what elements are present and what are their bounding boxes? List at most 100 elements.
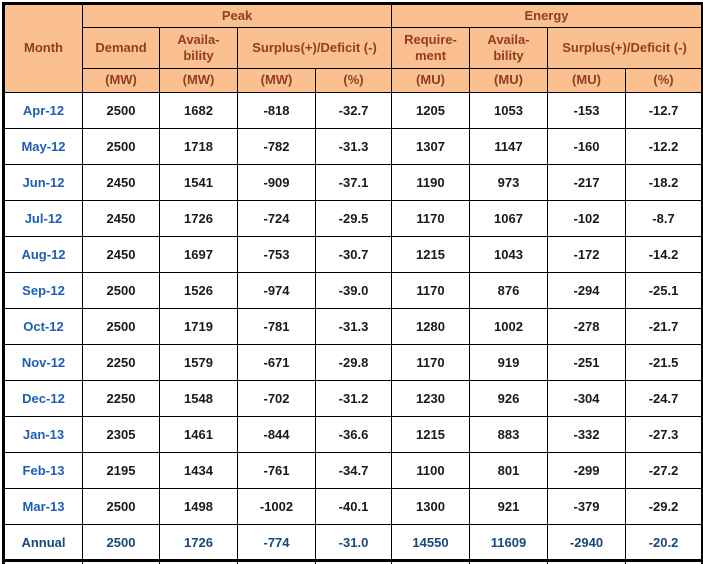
energy-surplus-mu-cell: -379 <box>547 488 626 525</box>
column-header-peak-surplus-deficit: Surplus(+)/Deficit (-) <box>237 27 392 69</box>
energy-availability-cell: 1147 <box>469 128 548 165</box>
energy-availability-cell: 1053 <box>469 92 548 129</box>
table-row: Nov-12 2250 1579 -671 -29.8 1170 919 -25… <box>3 344 703 381</box>
column-header-energy-surplus-deficit: Surplus(+)/Deficit (-) <box>546 27 703 69</box>
energy-surplus-pct-cell: -20.2 <box>624 524 703 561</box>
month-cell: Aug-12 <box>3 236 83 273</box>
table-row: Aug-12 2450 1697 -753 -30.7 1215 1043 -1… <box>3 236 703 273</box>
peak-surplus-mw-cell: -844 <box>237 416 316 453</box>
energy-availability-cell: 1067 <box>469 200 548 237</box>
energy-surplus-pct-cell: -8.7 <box>624 200 703 237</box>
peak-surplus-pct-cell: -36.6 <box>315 416 392 453</box>
table-row: Feb-13 2195 1434 -761 -34.7 1100 801 -29… <box>3 452 703 489</box>
energy-surplus-pct-cell: -21.5 <box>624 344 703 381</box>
month-cell: Dec-12 <box>3 380 83 417</box>
peak-surplus-pct-cell: -29.5 <box>315 200 392 237</box>
unit-header-mw-demand: (MW) <box>82 68 160 93</box>
month-cell: Oct-12 <box>3 308 83 345</box>
month-cell: May-12 <box>3 128 83 165</box>
energy-availability-cell: 11609 <box>469 524 548 561</box>
unit-header-mw-availability: (MW) <box>159 68 238 93</box>
energy-surplus-pct-cell: -24.7 <box>624 380 703 417</box>
peak-availability-cell: 1719 <box>159 308 238 345</box>
energy-requirement-cell: 1300 <box>391 488 470 525</box>
table-row: Apr-12 2500 1682 -818 -32.7 1205 1053 -1… <box>3 92 703 129</box>
peak-surplus-pct-cell: -37.1 <box>315 164 392 201</box>
energy-requirement-cell: 1190 <box>391 164 470 201</box>
peak-availability-cell: 1726 <box>159 200 238 237</box>
energy-surplus-mu-cell: -2940 <box>547 524 626 561</box>
peak-surplus-mw-cell: -702 <box>237 380 316 417</box>
month-cell: Jun-12 <box>3 164 83 201</box>
unit-header-mu-requirement: (MU) <box>391 68 470 93</box>
energy-availability-cell: 1002 <box>469 308 548 345</box>
energy-availability-cell: 876 <box>469 272 548 309</box>
annual-row: Annual 2500 1726 -774 -31.0 14550 11609 … <box>3 524 703 561</box>
header-row-columns: Demand Availa- bility Surplus(+)/Deficit… <box>4 27 703 69</box>
peak-demand-cell: 2500 <box>82 308 160 345</box>
energy-availability-cell: 921 <box>469 488 548 525</box>
energy-surplus-mu-cell: -217 <box>547 164 626 201</box>
table-row: Oct-12 2500 1719 -781 -31.3 1280 1002 -2… <box>3 308 703 345</box>
energy-requirement-cell: 1100 <box>391 452 470 489</box>
peak-surplus-mw-cell: -774 <box>237 524 316 561</box>
energy-requirement-cell: 14550 <box>391 524 470 561</box>
peak-surplus-mw-cell: -724 <box>237 200 316 237</box>
peak-availability-cell: 1548 <box>159 380 238 417</box>
energy-requirement-cell: 1215 <box>391 416 470 453</box>
peak-availability-cell: 1682 <box>159 92 238 129</box>
peak-surplus-mw-cell: -753 <box>237 236 316 273</box>
peak-surplus-mw-cell: -909 <box>237 164 316 201</box>
peak-surplus-pct-cell: -31.2 <box>315 380 392 417</box>
table-row: Jan-13 2305 1461 -844 -36.6 1215 883 -33… <box>3 416 703 453</box>
peak-surplus-mw-cell: -782 <box>237 128 316 165</box>
table-row: Mar-13 2500 1498 -1002 -40.1 1300 921 -3… <box>3 488 703 525</box>
peak-demand-cell: 2195 <box>82 452 160 489</box>
energy-surplus-mu-cell: -332 <box>547 416 626 453</box>
unit-header-mu-surplus: (MU) <box>547 68 626 93</box>
peak-surplus-pct-cell: -31.3 <box>315 128 392 165</box>
peak-surplus-pct-cell: -29.8 <box>315 344 392 381</box>
energy-availability-cell: 919 <box>469 344 548 381</box>
peak-surplus-pct-cell: -31.0 <box>315 524 392 561</box>
peak-surplus-mw-cell: -781 <box>237 308 316 345</box>
energy-requirement-cell: 1307 <box>391 128 470 165</box>
month-cell: Feb-13 <box>3 452 83 489</box>
peak-surplus-mw-cell: -761 <box>237 452 316 489</box>
energy-requirement-cell: 1170 <box>391 200 470 237</box>
table-row: Jun-12 2450 1541 -909 -37.1 1190 973 -21… <box>3 164 703 201</box>
energy-surplus-mu-cell: -299 <box>547 452 626 489</box>
peak-demand-cell: 2500 <box>82 128 160 165</box>
peak-demand-cell: 2305 <box>82 416 160 453</box>
peak-surplus-mw-cell: -1002 <box>237 488 316 525</box>
peak-surplus-mw-cell: -974 <box>237 272 316 309</box>
energy-surplus-mu-cell: -160 <box>547 128 626 165</box>
unit-header-mu-availability: (MU) <box>469 68 548 93</box>
table-header: Month Peak Energy Demand Availa- bility … <box>3 3 703 93</box>
energy-availability-cell: 883 <box>469 416 548 453</box>
peak-demand-cell: 2500 <box>82 272 160 309</box>
energy-surplus-pct-cell: -25.1 <box>624 272 703 309</box>
energy-surplus-pct-cell: -12.2 <box>624 128 703 165</box>
energy-surplus-mu-cell: -294 <box>547 272 626 309</box>
header-row-units: (MW) (MW) (MW) (%) (MU) (MU) (MU) (%) <box>4 68 703 93</box>
peak-surplus-pct-cell: -39.0 <box>315 272 392 309</box>
table-row: Sep-12 2500 1526 -974 -39.0 1170 876 -29… <box>3 272 703 309</box>
cutoff-row <box>2 562 703 564</box>
peak-availability-cell: 1541 <box>159 164 238 201</box>
table-row: May-12 2500 1718 -782 -31.3 1307 1147 -1… <box>3 128 703 165</box>
table-body: Apr-12 2500 1682 -818 -32.7 1205 1053 -1… <box>3 92 703 561</box>
peak-surplus-pct-cell: -32.7 <box>315 92 392 129</box>
peak-availability-cell: 1726 <box>159 524 238 561</box>
energy-availability-cell: 801 <box>469 452 548 489</box>
energy-surplus-pct-cell: -18.2 <box>624 164 703 201</box>
energy-surplus-pct-cell: -14.2 <box>624 236 703 273</box>
next-row-cutoff-sliver <box>2 562 703 564</box>
peak-surplus-pct-cell: -30.7 <box>315 236 392 273</box>
unit-header-mw-surplus: (MW) <box>237 68 316 93</box>
column-group-energy: Energy <box>390 3 703 28</box>
column-header-energy-availability: Availa- bility <box>469 27 548 69</box>
column-header-peak-demand: Demand <box>82 27 160 69</box>
table-row: Jul-12 2450 1726 -724 -29.5 1170 1067 -1… <box>3 200 703 237</box>
